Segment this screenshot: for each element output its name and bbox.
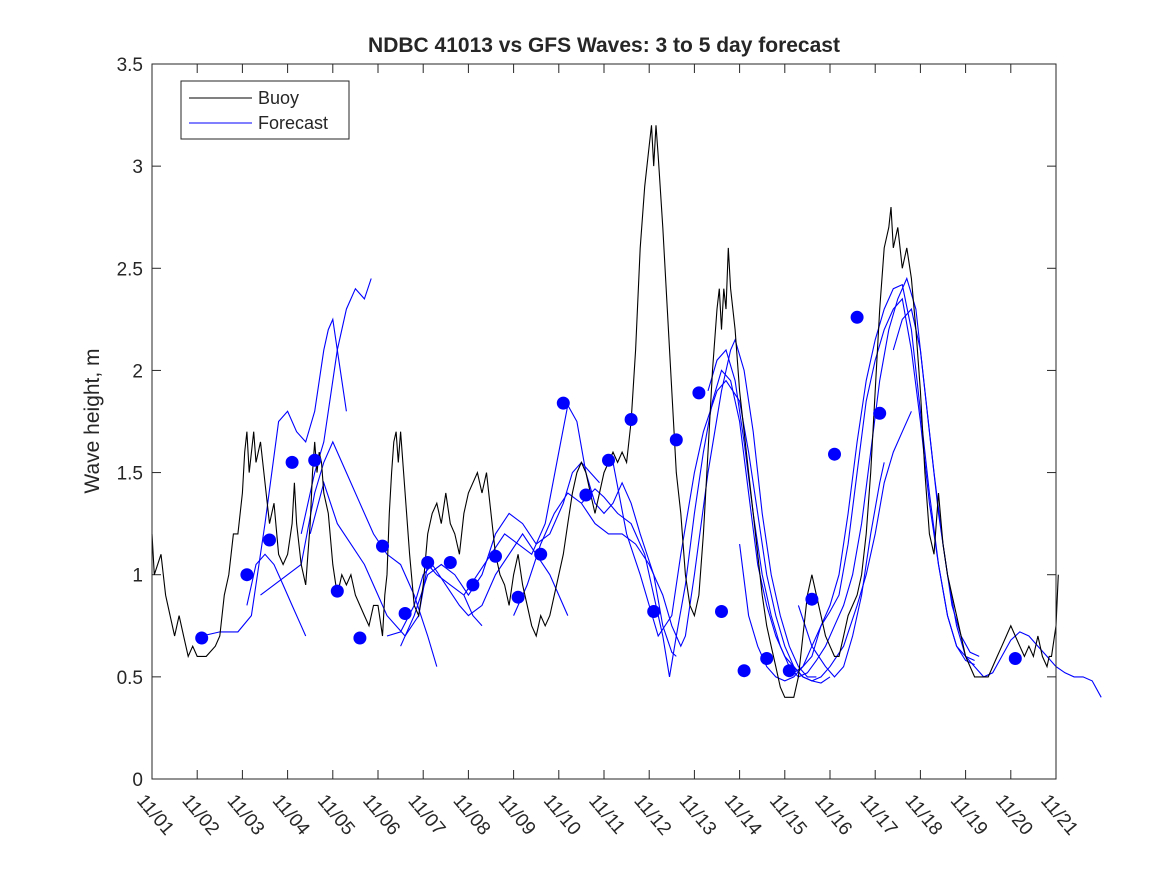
y-tick-label: 0.5 [117,668,143,689]
forecast-marker-7 [353,631,367,645]
forecast-line-15 [797,462,885,678]
forecast-line-4 [260,440,438,667]
forecast-marker-8 [376,539,389,553]
forecast-line-16 [892,307,1102,698]
forecast-marker-2 [240,568,254,582]
forecast-marker-12 [466,578,480,592]
forecast-marker-15 [534,547,548,561]
forecast-marker-10 [421,556,435,569]
chart-title: NDBC 41013 vs GFS Waves: 3 to 5 day fore… [368,34,840,57]
forecast-marker-31 [1008,652,1022,665]
y-tick-label: 3.5 [117,55,143,76]
forecast-marker-20 [647,605,661,618]
y-tick-label: 1.5 [117,464,143,485]
forecast-marker-22 [692,386,706,400]
forecast-line-14 [784,283,975,674]
forecast-marker-4 [285,455,299,469]
y-tick-label: 0 [132,770,143,791]
legend-buoy-label: Buoy [258,88,299,108]
y-tick-label: 3 [132,157,143,178]
forecast-marker-21 [669,433,683,447]
legend: Buoy Forecast [180,80,350,140]
y-axis-label: Wave height, m [81,348,104,493]
forecast-marker-16 [556,396,570,410]
forecast-marker-29 [850,310,864,324]
forecast-marker-1 [195,631,209,645]
legend-forecast-label: Forecast [258,113,328,133]
forecast-line-9 [513,338,817,678]
forecast-marker-9 [398,607,412,620]
forecast-marker-25 [760,652,774,665]
y-tick-label: 1 [132,566,143,587]
y-tick-label: 2.5 [117,259,143,280]
legend-box [180,80,350,140]
forecast-marker-23 [715,605,728,618]
forecast-marker-30 [873,406,887,420]
forecast-line-1 [201,317,347,637]
buoy-line [151,125,1059,698]
forecast-marker-27 [805,592,819,606]
forecast-line-2 [246,553,307,637]
forecast-marker-18 [602,453,615,467]
forecast-line-6 [386,532,569,637]
forecast-marker-24 [737,664,751,678]
plot-frame [151,63,1057,780]
forecast-markers [195,310,1022,678]
plot-area [152,64,1056,779]
forecast-marker-17 [579,488,593,502]
forecast-marker-5 [308,453,322,467]
forecast-marker-3 [263,533,276,547]
forecast-marker-14 [511,590,525,604]
forecast-marker-26 [782,664,796,678]
forecast-line-7 [400,461,600,647]
forecast-marker-13 [489,549,502,563]
y-tick-label: 2 [132,361,143,382]
forecast-line-11 [612,379,912,682]
forecast-marker-28 [828,447,841,461]
forecast-marker-11 [443,556,457,569]
series-layer [151,125,1102,698]
forecast-marker-6 [330,584,344,598]
forecast-line-10 [581,369,831,684]
forecast-marker-19 [624,413,638,426]
